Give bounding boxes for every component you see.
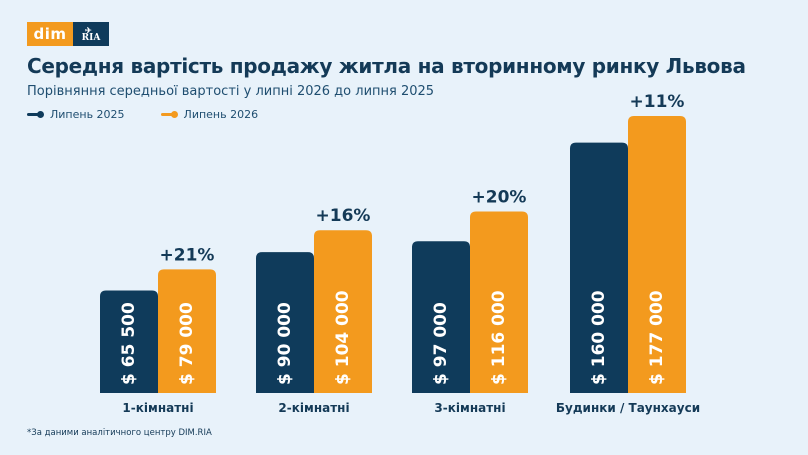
legend-label-2026: Липень 2026 xyxy=(183,108,259,121)
growth-label-cat-4: +11% xyxy=(630,92,685,112)
bar-label-cat-2-series-2: $ 104 000 xyxy=(333,290,353,385)
footnote: *За даними аналітичного центру DIM.RIA xyxy=(27,428,212,438)
bar-label-cat-2-series-1: $ 90 000 xyxy=(275,302,295,385)
legend-item-2026: Липень 2026 xyxy=(160,108,259,121)
logo-ria: ✈ RIA xyxy=(73,22,109,46)
bar-label-cat-3-series-2: $ 116 000 xyxy=(489,290,509,385)
category-label-cat-4: Будинки / Таунхауси xyxy=(556,401,700,415)
growth-label-cat-2: +16% xyxy=(316,206,371,226)
chart-title: Середня вартість продажу житла на вторин… xyxy=(27,54,746,78)
bar-cat-3-series-1 xyxy=(412,241,470,393)
legend-label-2025: Липень 2025 xyxy=(50,108,125,121)
legend-item-2025: Липень 2025 xyxy=(27,108,125,121)
category-label-cat-2: 2-кімнатні xyxy=(278,401,349,415)
bar-label-cat-1-series-2: $ 79 000 xyxy=(177,302,197,385)
bar-cat-2-series-1 xyxy=(256,252,314,393)
growth-label-cat-3: +20% xyxy=(472,187,527,207)
bird-icon: ✈ xyxy=(85,25,92,35)
category-label-cat-1: 1-кімнатні xyxy=(122,401,193,415)
bar-label-cat-4-series-2: $ 177 000 xyxy=(647,290,667,385)
legend-marker-2026 xyxy=(160,111,178,118)
category-label-cat-3: 3-кімнатні xyxy=(434,401,505,415)
bar-cat-3-series-2 xyxy=(470,211,528,393)
bar-cat-2-series-2 xyxy=(314,230,372,393)
bar-cat-1-series-2 xyxy=(158,269,216,393)
logo-dim: dim xyxy=(27,22,73,46)
chart-subtitle: Порівняння середньої вартості у липні 20… xyxy=(27,84,435,99)
bar-label-cat-3-series-1: $ 97 000 xyxy=(431,302,451,385)
bar-cat-4-series-1 xyxy=(570,142,628,393)
logo-ria-text: RIA xyxy=(81,33,101,43)
bar-label-cat-4-series-1: $ 160 000 xyxy=(589,290,609,385)
legend: Липень 2025 Липень 2026 xyxy=(27,108,258,121)
dim-ria-logo: dim ✈ RIA xyxy=(27,22,109,46)
bar-cat-1-series-1 xyxy=(100,290,158,393)
bar-label-cat-1-series-1: $ 65 500 xyxy=(119,302,139,385)
growth-label-cat-1: +21% xyxy=(160,245,215,265)
bar-cat-4-series-2 xyxy=(628,116,686,393)
legend-marker-2025 xyxy=(27,111,44,118)
